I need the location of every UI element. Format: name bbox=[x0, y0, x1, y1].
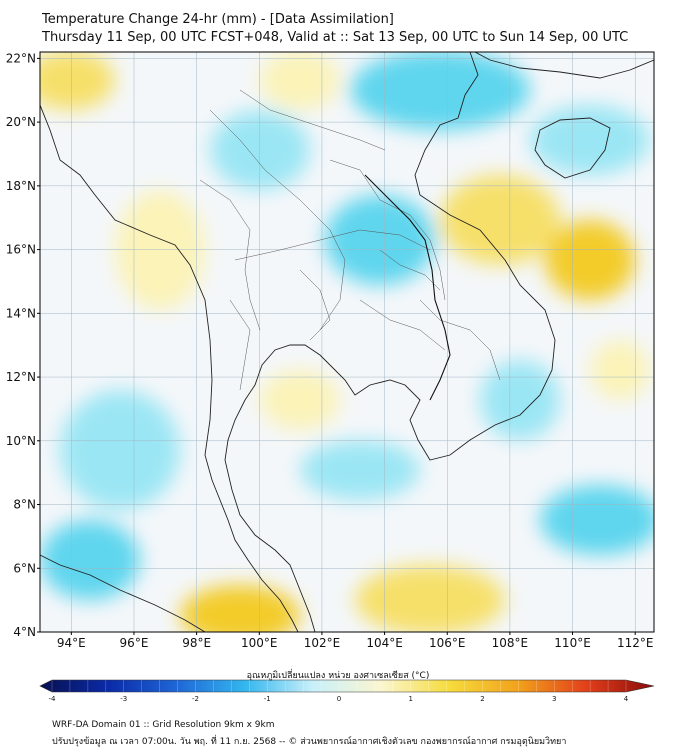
warm-region bbox=[260, 52, 340, 110]
map-gridlines bbox=[40, 52, 654, 632]
colorbar-tick-label: 1 bbox=[409, 695, 413, 703]
cool-region bbox=[530, 105, 650, 175]
colorbar-tick-label: 2 bbox=[480, 695, 484, 703]
warm-region bbox=[440, 175, 560, 265]
lon-tick-label: 100°E bbox=[241, 636, 278, 650]
footer-model-info: WRF-DA Domain 01 :: Grid Resolution 9km … bbox=[52, 720, 275, 730]
lat-tick-label: 4°N bbox=[13, 625, 36, 639]
colorbar-tick-label: 4 bbox=[624, 695, 629, 703]
admin-boundaries bbox=[199, 89, 501, 391]
cool-region bbox=[540, 485, 654, 555]
warm-region bbox=[545, 220, 635, 300]
colorbar-tick-label: -4 bbox=[49, 695, 57, 703]
coastlines bbox=[40, 52, 654, 632]
warm-region bbox=[40, 52, 115, 110]
temperature-change-field bbox=[40, 52, 654, 632]
lon-tick-label: 106°E bbox=[429, 636, 466, 650]
lat-tick-label: 8°N bbox=[13, 498, 36, 512]
colorbar: -4 -3 -2 -1 0 1 2 3 4 bbox=[39, 679, 655, 703]
colorbar-tick-label: -3 bbox=[120, 695, 127, 703]
lat-tick-label: 6°N bbox=[13, 561, 36, 575]
warm-region bbox=[115, 190, 205, 310]
cool-region bbox=[60, 390, 180, 510]
map-subtitle: Thursday 11 Sep, 00 UTC FCST+048, Valid … bbox=[42, 30, 629, 45]
cool-region bbox=[325, 195, 435, 285]
map-frame bbox=[39, 51, 655, 633]
map-title: Temperature Change 24-hr (mm) - [Data As… bbox=[42, 12, 394, 27]
latitude-ticks bbox=[37, 57, 40, 633]
lon-tick-label: 94°E bbox=[57, 636, 86, 650]
warm-region bbox=[260, 370, 340, 430]
hainan-coastline bbox=[534, 117, 611, 179]
warm-region bbox=[355, 565, 505, 632]
lat-tick-label: 18°N bbox=[6, 179, 36, 193]
mekong-border bbox=[364, 174, 451, 401]
lon-tick-label: 96°E bbox=[120, 636, 149, 650]
warm-region bbox=[180, 585, 300, 632]
latitude-tick-labels: 4°N 6°N 8°N 10°N 12°N 14°N 16°N 18°N 20°N 22°N bbox=[6, 51, 36, 639]
sumatra-coastline bbox=[40, 554, 206, 632]
lat-tick-label: 10°N bbox=[6, 434, 36, 448]
colorbar-ticks bbox=[51, 680, 627, 692]
colorbar-tick-labels: -4 -3 -2 -1 0 1 2 3 4 bbox=[49, 695, 629, 703]
cool-region bbox=[300, 440, 420, 500]
cool-region bbox=[350, 52, 530, 130]
cool-region bbox=[40, 520, 140, 600]
colorbar-tick-label: -2 bbox=[192, 695, 199, 703]
western-coastline bbox=[40, 104, 299, 632]
lon-tick-label: 108°E bbox=[492, 636, 529, 650]
map-panel bbox=[39, 51, 655, 633]
lat-tick-label: 12°N bbox=[6, 370, 36, 384]
warm-region bbox=[590, 340, 650, 400]
cool-region bbox=[210, 110, 310, 190]
lon-tick-label: 102°E bbox=[304, 636, 341, 650]
longitude-tick-labels: 94°E 96°E 98°E 100°E 102°E 104°E 106°E 108°E 110… bbox=[57, 636, 654, 650]
colorbar-tick-label: -1 bbox=[264, 695, 271, 703]
lon-tick-label: 104°E bbox=[366, 636, 403, 650]
colorbar-title: อุณหภูมิเปลี่ยนแปลง หน่วย องศาเซลเซียส (… bbox=[246, 671, 430, 681]
lat-tick-label: 20°N bbox=[6, 115, 36, 129]
lon-tick-label: 110°E bbox=[554, 636, 591, 650]
north-coastline bbox=[474, 52, 654, 79]
lon-tick-label: 98°E bbox=[182, 636, 211, 650]
colorbar-tick-label: 0 bbox=[337, 695, 341, 703]
lon-tick-label: 112°E bbox=[617, 636, 654, 650]
footer-credit: ปรับปรุงข้อมูล ณ เวลา 07:00น. วัน พฤ. ที… bbox=[52, 737, 567, 747]
longitude-ticks bbox=[70, 632, 636, 635]
mainland-coastline bbox=[224, 52, 556, 632]
lat-tick-label: 22°N bbox=[6, 51, 36, 65]
lat-tick-label: 14°N bbox=[6, 306, 36, 320]
cool-region bbox=[480, 360, 560, 440]
colorbar-tick-label: 3 bbox=[552, 695, 556, 703]
lat-tick-label: 16°N bbox=[6, 243, 36, 257]
